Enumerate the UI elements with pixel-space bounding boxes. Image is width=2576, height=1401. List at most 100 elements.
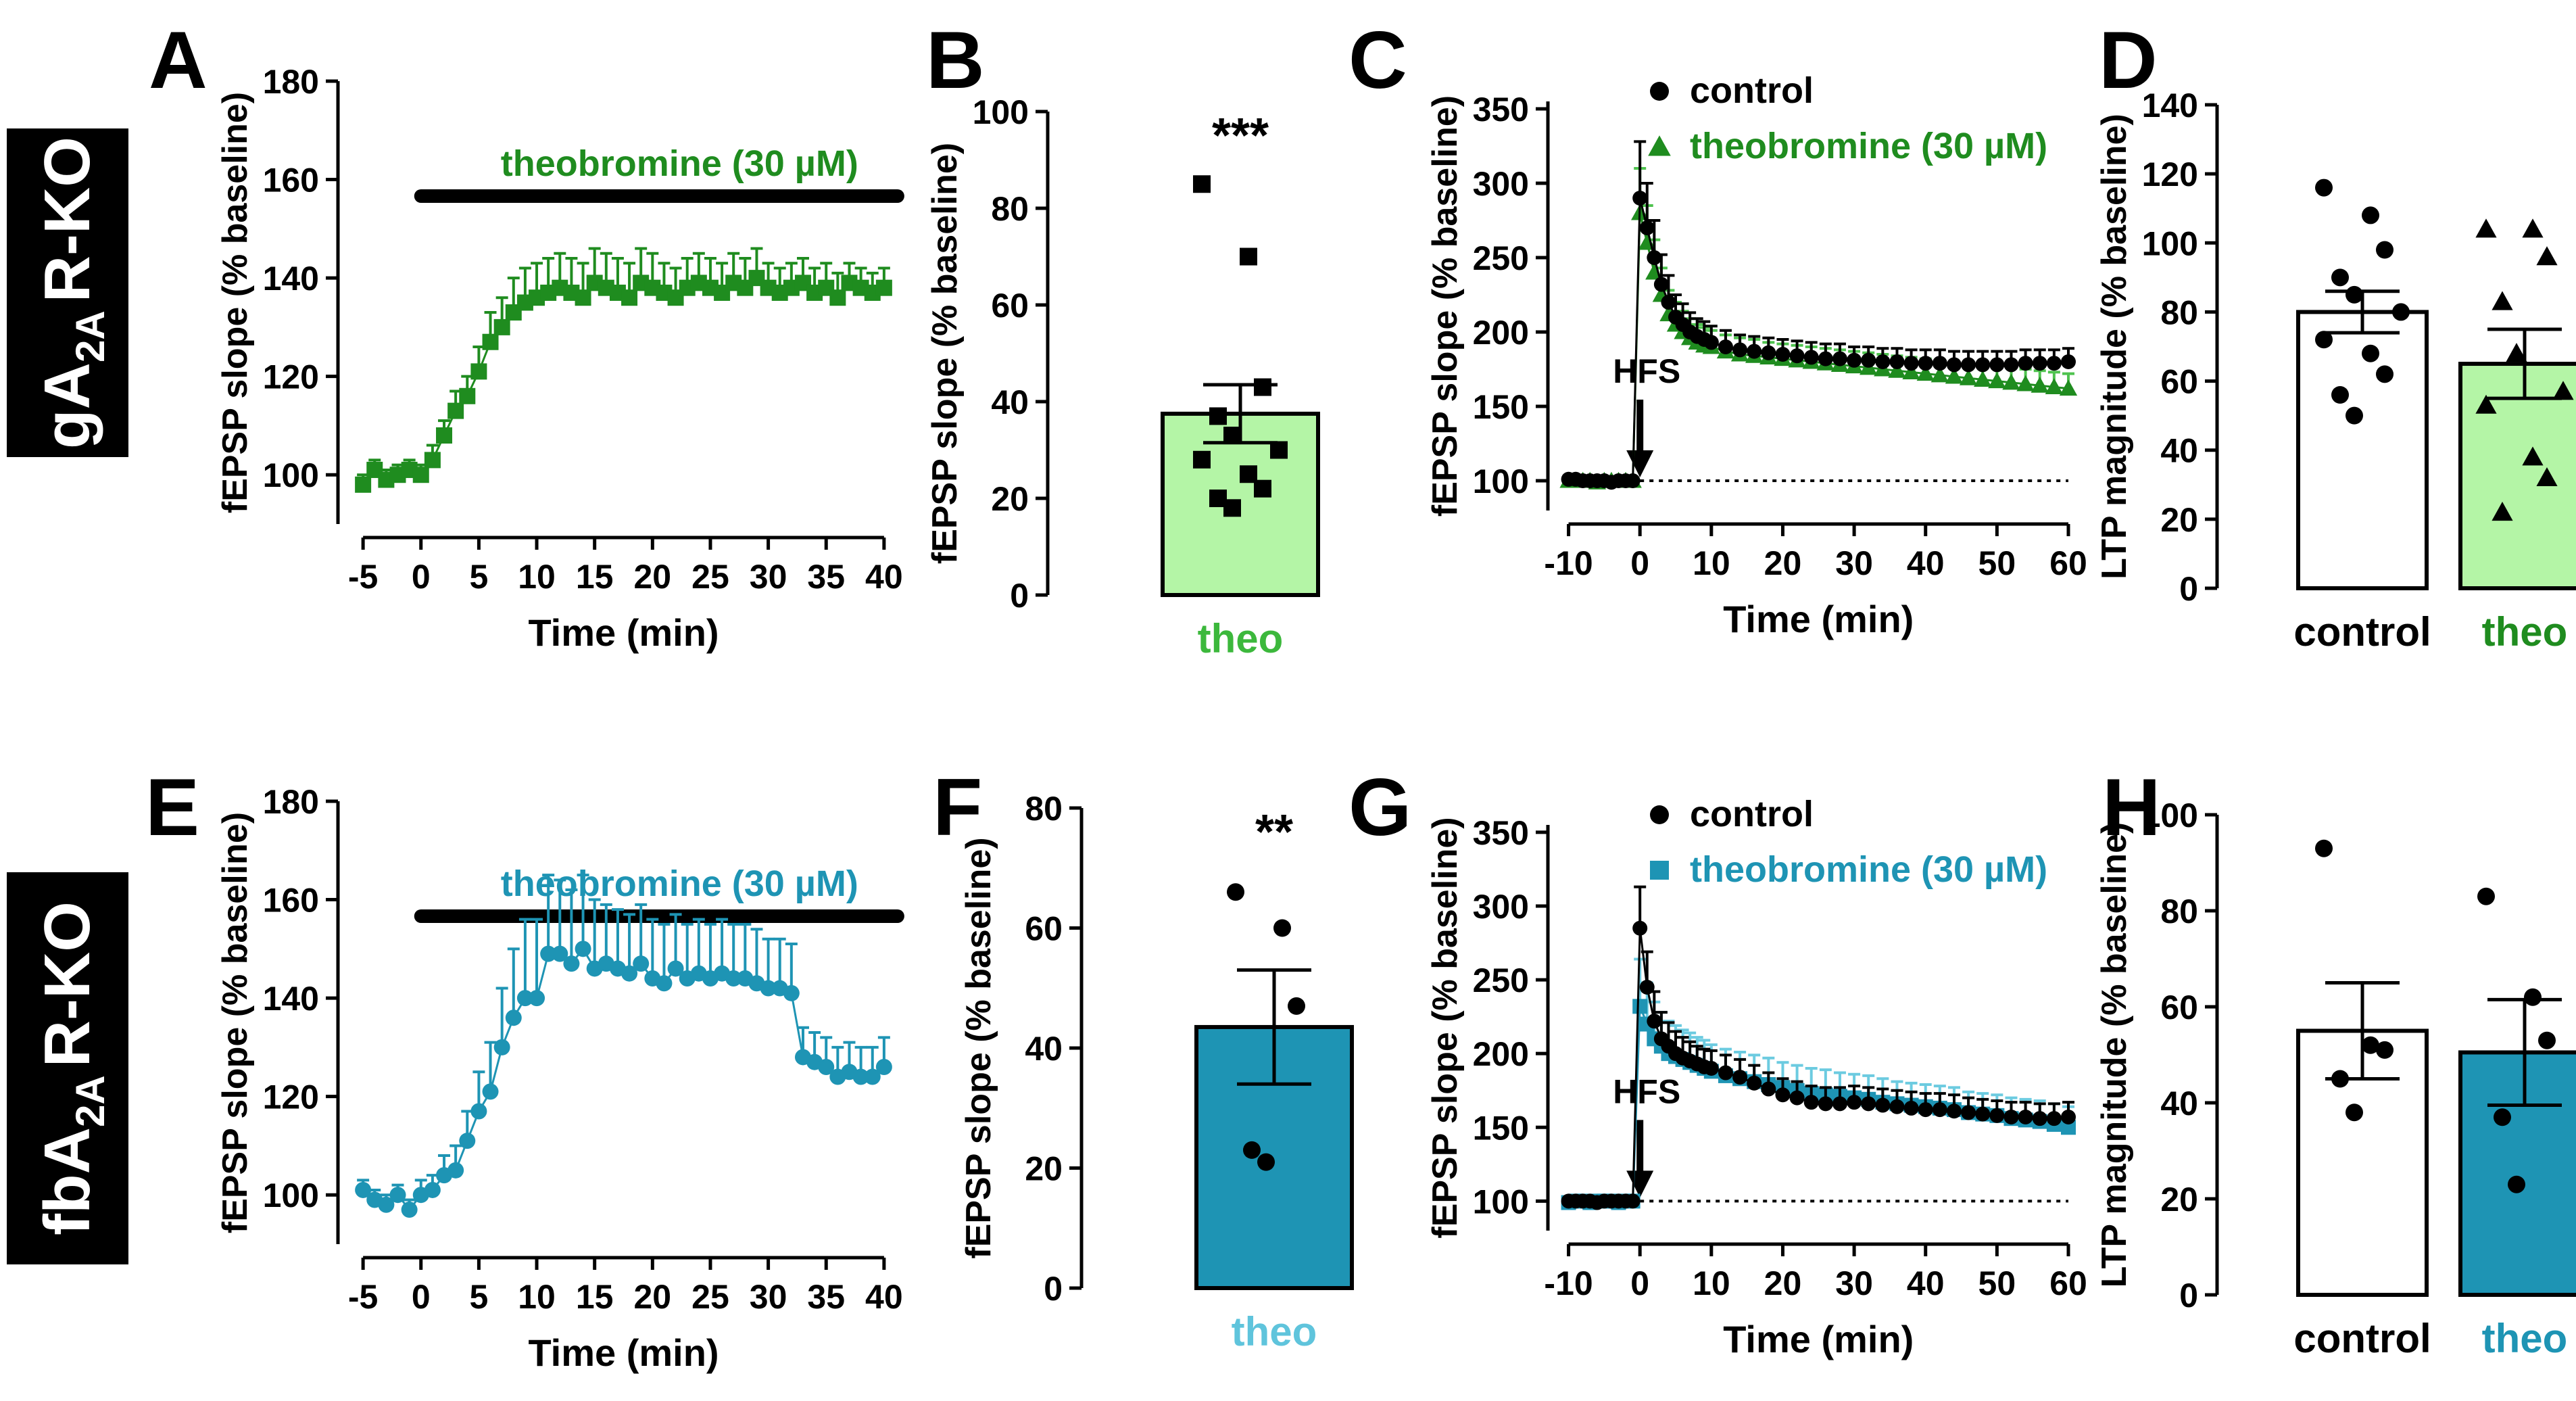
x-tick-label: 40	[865, 558, 903, 596]
data-point	[1946, 357, 1962, 373]
data-point	[2003, 357, 2019, 373]
y-tick-label: 100	[2142, 797, 2198, 834]
data-point	[1789, 1090, 1805, 1106]
data-point	[1932, 1102, 1947, 1118]
data-point	[355, 476, 372, 493]
y-tick-label: 180	[263, 783, 319, 821]
data-point	[436, 427, 453, 444]
y-axis-title: fEPSP slope (% baseline)	[216, 92, 255, 513]
x-axis-title: Time (min)	[528, 1331, 719, 1374]
data-point	[1703, 335, 1719, 350]
data-point	[2376, 241, 2393, 259]
x-tick-label: 10	[1693, 1264, 1730, 1302]
x-tick-label: 20	[1764, 544, 1802, 582]
data-point	[1273, 919, 1291, 937]
data-point	[2046, 356, 2062, 371]
data-point	[1288, 997, 1305, 1015]
data-point	[2392, 303, 2410, 321]
x-tick-label: 5	[469, 1278, 488, 1316]
data-point	[1761, 345, 1776, 360]
y-tick-label: 180	[263, 63, 319, 101]
row-label-top: gA2A R-KO	[7, 128, 128, 457]
y-tick-label: 60	[2160, 989, 2198, 1026]
panel-letter-h: H	[2102, 762, 2161, 853]
y-tick-label: 120	[2142, 156, 2198, 193]
x-tick-label: 25	[691, 1278, 729, 1316]
data-point	[1240, 247, 1257, 266]
hfs-arrow-head	[1626, 450, 1654, 477]
y-tick-label: 200	[1473, 1035, 1529, 1073]
panel-letter-d: D	[2099, 15, 2158, 105]
x-tick-label: 0	[412, 558, 431, 596]
data-point	[470, 1103, 487, 1120]
y-axis-title: fEPSP slope (% baseline)	[925, 143, 965, 564]
hfs-label: HFS	[1613, 1072, 1680, 1110]
data-point	[1647, 250, 1662, 265]
y-tick-label: 140	[2142, 87, 2198, 124]
y-tick-label: 40	[2160, 1085, 2198, 1122]
data-point	[1661, 295, 1676, 310]
data-point	[1918, 1102, 1933, 1118]
data-point	[829, 289, 846, 306]
panel-letter-e: E	[145, 762, 199, 853]
data-point	[2046, 1111, 2062, 1126]
data-point	[482, 333, 499, 350]
x-axis-title: Time (min)	[528, 611, 719, 654]
x-axis-title: Time (min)	[1723, 598, 1914, 640]
x-tick-label: 20	[1764, 1264, 1802, 1302]
x-tick-label: 5	[469, 558, 488, 596]
data-point	[447, 402, 464, 419]
data-point	[2522, 446, 2544, 466]
x-tick-label: 15	[576, 1278, 614, 1316]
row-label-bottom-post: R-KO	[31, 901, 103, 1067]
row-label-bottom-text: fbA2A R-KO	[31, 901, 113, 1235]
x-tick-label: 10	[518, 1278, 556, 1316]
data-point	[2016, 375, 2035, 391]
data-point	[1989, 1108, 2005, 1123]
y-tick-label: 80	[2160, 893, 2198, 930]
y-tick-label: 300	[1473, 165, 1529, 203]
data-point	[1747, 343, 1762, 359]
data-point	[482, 1083, 499, 1100]
y-tick-label: 100	[2142, 224, 2198, 262]
data-point	[2315, 839, 2333, 857]
data-point	[1946, 1103, 1962, 1119]
y-tick-label: 80	[1025, 790, 1063, 828]
data-point	[1647, 1014, 1662, 1029]
data-point	[1775, 347, 1791, 362]
data-point	[760, 980, 777, 997]
data-point	[2061, 1110, 2076, 1124]
y-tick-label: 100	[263, 456, 319, 494]
y-tick-label: 150	[1473, 1109, 1529, 1147]
data-point	[2508, 1175, 2525, 1193]
y-tick-label: 100	[1473, 1183, 1529, 1220]
y-tick-label: 60	[2160, 363, 2198, 401]
drug-label: theobromine (30 µM)	[501, 863, 858, 904]
data-point	[1916, 364, 1935, 381]
data-point	[355, 1181, 372, 1198]
data-point	[1632, 191, 1648, 206]
data-point	[1832, 1096, 1847, 1112]
data-point	[2362, 344, 2379, 362]
x-tick-label: -10	[1544, 544, 1593, 582]
bar-control	[2296, 310, 2429, 590]
x-tick-label: 50	[1978, 1264, 2016, 1302]
data-point	[2031, 377, 2049, 393]
data-point	[1718, 1065, 1733, 1081]
x-tick-label: 10	[518, 558, 556, 596]
y-tick-label: 80	[2160, 293, 2198, 331]
x-tick-label: 0	[1630, 544, 1649, 582]
data-point	[459, 1133, 476, 1149]
x-tick-label: 50	[1978, 544, 2016, 582]
data-point	[412, 467, 429, 483]
series-line	[1568, 212, 2069, 483]
row-label-bottom: fbA2A R-KO	[7, 872, 128, 1264]
data-point	[2536, 246, 2558, 266]
data-point	[1988, 372, 2006, 389]
data-point	[1209, 407, 1227, 425]
x-tick-label: 30	[1835, 544, 1873, 582]
data-point	[459, 387, 476, 404]
y-tick-label: 140	[263, 260, 319, 298]
data-point	[2315, 331, 2333, 349]
